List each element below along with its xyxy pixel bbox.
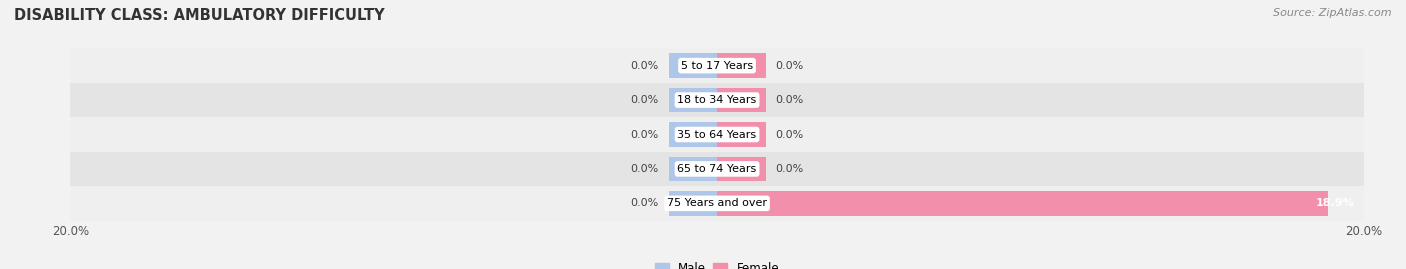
Text: 18.9%: 18.9%: [1316, 198, 1354, 208]
Bar: [668, 157, 717, 181]
Bar: [70, 152, 1364, 186]
Text: 0.0%: 0.0%: [631, 129, 659, 140]
Bar: [70, 186, 1364, 221]
Bar: [70, 117, 1364, 152]
Text: 18 to 34 Years: 18 to 34 Years: [678, 95, 756, 105]
Text: 0.0%: 0.0%: [631, 198, 659, 208]
Bar: [717, 53, 765, 78]
Text: 0.0%: 0.0%: [775, 164, 803, 174]
Bar: [717, 191, 1329, 216]
Bar: [668, 191, 717, 216]
Text: 0.0%: 0.0%: [775, 129, 803, 140]
Bar: [668, 122, 717, 147]
Text: 0.0%: 0.0%: [631, 164, 659, 174]
Bar: [717, 88, 765, 112]
Text: DISABILITY CLASS: AMBULATORY DIFFICULTY: DISABILITY CLASS: AMBULATORY DIFFICULTY: [14, 8, 385, 23]
Bar: [717, 122, 765, 147]
Text: Source: ZipAtlas.com: Source: ZipAtlas.com: [1274, 8, 1392, 18]
Bar: [717, 157, 765, 181]
Text: 0.0%: 0.0%: [631, 61, 659, 71]
Text: 35 to 64 Years: 35 to 64 Years: [678, 129, 756, 140]
Bar: [668, 53, 717, 78]
Text: 0.0%: 0.0%: [775, 95, 803, 105]
Text: 75 Years and over: 75 Years and over: [666, 198, 768, 208]
Text: 0.0%: 0.0%: [775, 61, 803, 71]
Text: 0.0%: 0.0%: [631, 95, 659, 105]
Bar: [668, 88, 717, 112]
Legend: Male, Female: Male, Female: [650, 258, 785, 269]
Bar: [70, 83, 1364, 117]
Bar: [70, 48, 1364, 83]
Text: 65 to 74 Years: 65 to 74 Years: [678, 164, 756, 174]
Text: 5 to 17 Years: 5 to 17 Years: [681, 61, 754, 71]
